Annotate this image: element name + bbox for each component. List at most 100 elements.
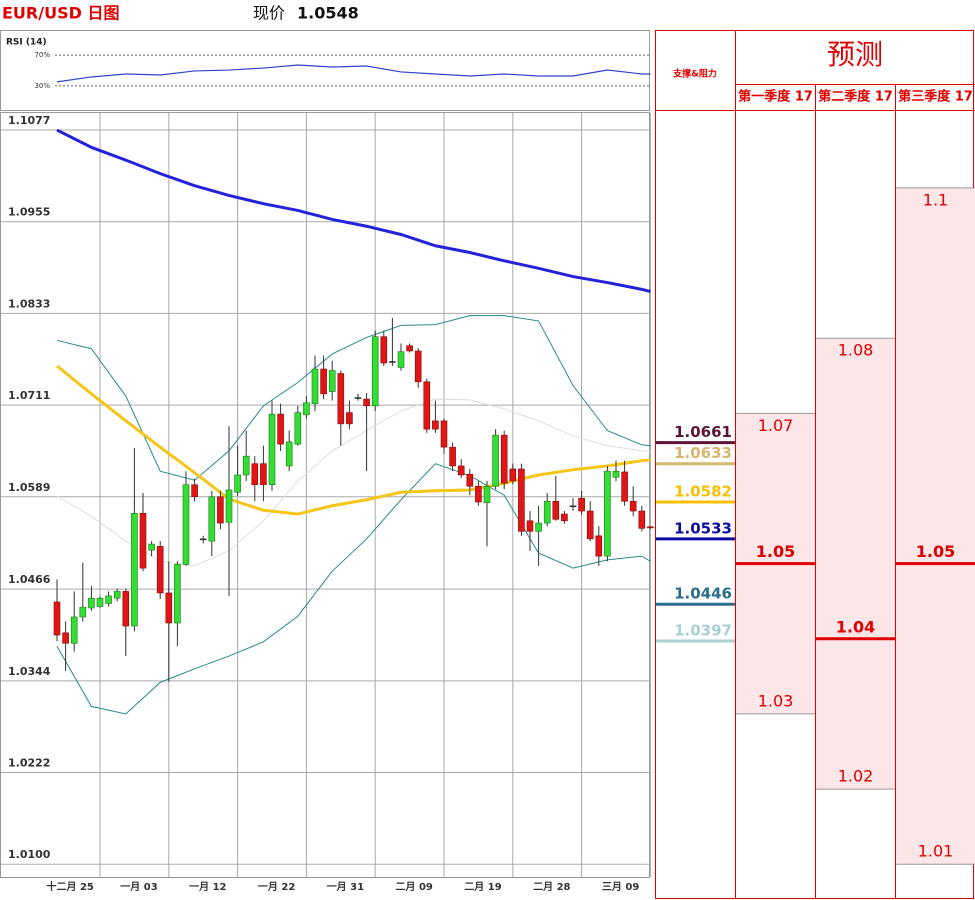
candle-body xyxy=(621,471,628,502)
overlay-line xyxy=(56,128,651,294)
candle-body xyxy=(440,420,448,448)
candle-body xyxy=(423,381,431,430)
forecast-title: 预测 xyxy=(827,38,883,71)
candle-body xyxy=(346,412,353,425)
candle-body xyxy=(397,351,405,368)
candle-body xyxy=(320,368,327,395)
forecast-mid-label: 1.04 xyxy=(836,617,875,636)
candle-body xyxy=(363,398,370,407)
candle-body xyxy=(432,420,439,430)
candle-body xyxy=(294,412,302,445)
y-tick-label: 1.0100 xyxy=(8,848,51,861)
overlay-line xyxy=(56,463,651,715)
x-tick-label: 一月 22 xyxy=(258,881,295,893)
candle-body xyxy=(612,470,620,478)
column-name: 第三季度 17 xyxy=(898,89,973,105)
candle-body xyxy=(337,373,345,425)
candle-body xyxy=(53,601,61,636)
x-tick-label: 三月 09 xyxy=(602,881,639,893)
candle-body xyxy=(62,632,69,644)
y-tick-label: 1.0589 xyxy=(8,481,50,494)
forecast-high-label: 1.07 xyxy=(758,416,794,435)
y-tick-label: 1.0833 xyxy=(8,297,50,310)
candle-body xyxy=(311,368,319,404)
level-label: 1.0633 xyxy=(674,444,732,462)
y-tick-label: 1.1077 xyxy=(8,114,50,127)
candle-body xyxy=(380,336,388,364)
candle-body xyxy=(208,496,216,542)
y-tick-label: 1.0955 xyxy=(8,206,50,219)
candle-body xyxy=(466,473,474,487)
y-tick-label: 1.0222 xyxy=(8,757,50,770)
x-tick-label: 一月 31 xyxy=(327,881,364,893)
candle-body xyxy=(595,535,603,557)
candle-body xyxy=(389,361,396,363)
y-tick-label: 30% xyxy=(34,82,50,90)
x-tick-label: 一月 12 xyxy=(189,881,226,893)
candle-body xyxy=(586,510,594,540)
candle-body xyxy=(217,496,224,524)
candle-body xyxy=(561,513,568,522)
level-label: 1.0446 xyxy=(674,585,732,603)
candle-body xyxy=(509,468,517,482)
price: 1.0548 xyxy=(297,4,359,23)
candle-body xyxy=(199,538,207,541)
candle-body xyxy=(535,522,542,532)
candle-body xyxy=(500,434,508,484)
x-tick-label: 一月 03 xyxy=(120,881,157,893)
candle-body xyxy=(174,564,181,624)
candle-body xyxy=(518,468,525,532)
forecast-range xyxy=(816,338,895,790)
level-label: 1.0533 xyxy=(674,519,732,537)
forecast-low-label: 1.03 xyxy=(758,691,794,710)
column-name: 第二季度 17 xyxy=(818,89,893,105)
y-tick-label: 1.0711 xyxy=(8,389,50,402)
candle-body xyxy=(285,441,293,467)
candle-body xyxy=(148,543,155,551)
y-tick-label: 70% xyxy=(34,51,50,59)
x-tick-label: 二月 19 xyxy=(464,881,501,893)
forecast-mid-label: 1.05 xyxy=(756,542,795,561)
candle-body xyxy=(234,474,241,493)
plot-frame xyxy=(0,112,650,878)
candle-body xyxy=(225,489,233,523)
candle-body xyxy=(139,512,147,569)
level-label: 1.0397 xyxy=(674,622,732,640)
forecast-mid-label: 1.05 xyxy=(916,542,955,561)
candle-body xyxy=(191,484,198,498)
rsi-frame xyxy=(0,30,650,111)
candle-body xyxy=(131,512,138,627)
level-label: 1.0582 xyxy=(674,483,732,501)
candle-body xyxy=(543,500,551,524)
candle-body xyxy=(414,350,422,383)
forecast-low-label: 1.01 xyxy=(918,842,954,861)
column-name: 第一季度 17 xyxy=(738,89,813,105)
candle-body xyxy=(457,465,465,476)
forecast-range xyxy=(896,187,975,865)
x-tick-label: 二月 28 xyxy=(533,881,570,893)
candle-body xyxy=(328,370,336,392)
candle-body xyxy=(552,500,560,520)
candle-body xyxy=(569,505,577,508)
candle-body xyxy=(604,470,611,557)
candle-body xyxy=(182,484,190,565)
candle-body xyxy=(122,591,130,627)
y-tick-label: 1.0344 xyxy=(8,665,51,678)
candle-body xyxy=(449,446,456,467)
candle-body xyxy=(526,520,534,532)
candle-body xyxy=(105,595,112,604)
candle-body xyxy=(371,336,379,407)
candle-body xyxy=(483,485,491,504)
level-label: 1.0661 xyxy=(674,423,732,441)
candle-body xyxy=(165,592,173,624)
pair-title: EUR/USD 日图 xyxy=(2,4,119,23)
forecast-low-label: 1.02 xyxy=(838,767,874,786)
candle-body xyxy=(79,606,87,618)
x-tick-label: 二月 09 xyxy=(395,881,432,893)
price-label: 现价 xyxy=(253,4,285,23)
candle-body xyxy=(578,497,585,512)
levels-title: 支撑&阻力 xyxy=(672,68,717,80)
candle-body xyxy=(475,485,482,503)
